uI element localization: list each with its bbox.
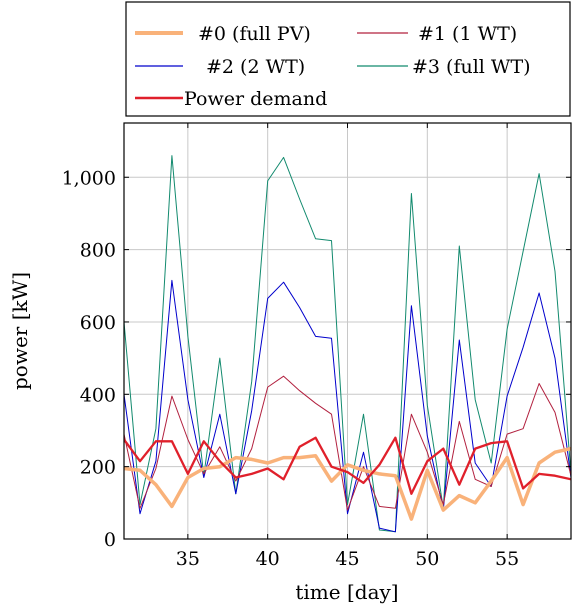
legend: #0 (full PV) #1 (1 WT) #2 (2 WT) #3 (ful… [135, 23, 531, 110]
x-tick-label: 40 [256, 548, 280, 570]
y-tick-label: 400 [80, 384, 116, 406]
x-tick-label: 45 [335, 548, 359, 570]
legend-box [125, 1, 571, 117]
y-tick-label: 200 [80, 457, 116, 479]
series-line-3 [124, 155, 571, 533]
y-tick-label: 800 [80, 240, 116, 262]
legend-label-3: #3 (full WT) [412, 56, 531, 78]
series-line-4 [124, 436, 571, 495]
x-tick-label: 35 [176, 548, 200, 570]
series-line-0 [124, 446, 571, 521]
x-tick-label: 55 [495, 548, 519, 570]
legend-label-2: #2 (2 WT) [206, 56, 305, 78]
y-tick-label: 1,000 [62, 167, 116, 189]
x-tick-label: 50 [415, 548, 439, 570]
legend-label-0: #0 (full PV) [198, 23, 311, 45]
y-ticks: 0 200 400 600 800 1,000 [62, 167, 571, 551]
series-group [124, 155, 571, 533]
series-line-1 [124, 375, 571, 511]
legend-label-1: #1 (1 WT) [418, 23, 517, 45]
y-tick-label: 600 [80, 312, 116, 334]
legend-label-4: Power demand [184, 88, 327, 110]
x-axis-label: time [day] [295, 580, 398, 604]
x-ticks: 35 40 45 50 55 [176, 123, 519, 570]
y-axis-label: power [kW] [8, 272, 32, 390]
y-tick-label: 0 [104, 529, 116, 551]
